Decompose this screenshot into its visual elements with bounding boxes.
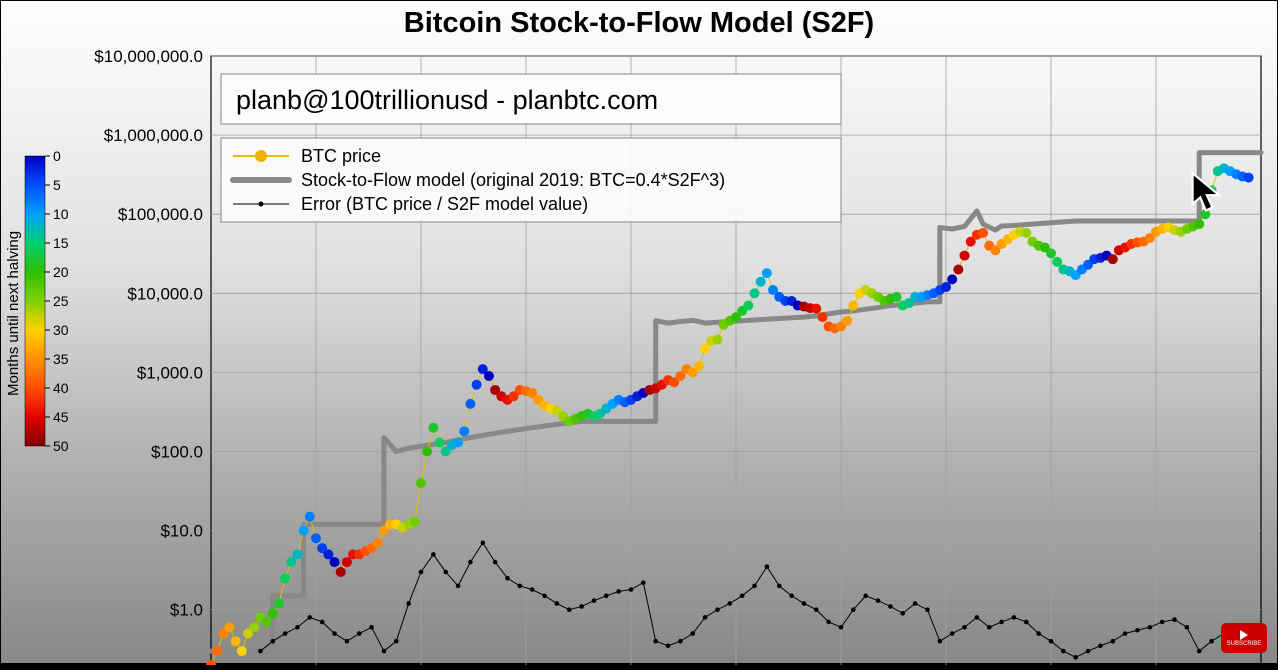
svg-text:BTC price: BTC price	[301, 146, 381, 166]
svg-text:$10,000.0: $10,000.0	[127, 284, 203, 303]
subscribe-badge[interactable]: SUBSCRIBE	[1221, 623, 1267, 653]
svg-text:planb@100trillionusd - planb: planb@100trillionusd - planbtc.com	[236, 85, 658, 115]
chart-title: Bitcoin Stock-to-Flow Model (S2F)	[1, 7, 1277, 40]
svg-text:5: 5	[53, 177, 61, 193]
svg-text:0: 0	[53, 148, 61, 164]
svg-text:30: 30	[53, 322, 69, 338]
chart-svg: $1.0 $10.0 $100.0 $1,000.0 $10,000.0 $100,000…	[1, 1, 1278, 665]
svg-text:$10.0: $10.0	[160, 522, 203, 541]
svg-text:$10,000,000.0: $10,000,000.0	[94, 47, 203, 66]
subscribe-label: SUBSCRIBE	[1227, 641, 1262, 647]
svg-text:25: 25	[53, 293, 69, 309]
svg-text:Error (BTC price / S2F model v: Error (BTC price / S2F model value)	[301, 194, 588, 214]
svg-text:50: 50	[53, 438, 69, 454]
colorbar-axis-label: Months until next halving	[5, 231, 22, 396]
svg-text:35: 35	[53, 351, 69, 367]
svg-text:$1.0: $1.0	[170, 601, 203, 620]
svg-text:$100,000.0: $100,000.0	[118, 205, 203, 224]
svg-text:$100.0: $100.0	[151, 443, 203, 462]
svg-text:10: 10	[53, 206, 69, 222]
svg-text:40: 40	[53, 380, 69, 396]
svg-text:Stock-to-Flow model (original: Stock-to-Flow model (original 2019: BTC=…	[301, 170, 725, 190]
svg-text:45: 45	[53, 409, 69, 425]
svg-text:$1,000.0: $1,000.0	[137, 363, 203, 382]
svg-text:15: 15	[53, 235, 69, 251]
chart-frame: Bitcoin Stock-to-Flow Model (S2F) Months…	[0, 0, 1278, 664]
svg-text:$1,000,000.0: $1,000,000.0	[104, 126, 203, 145]
play-icon	[1240, 630, 1248, 640]
svg-text:20: 20	[53, 264, 69, 280]
